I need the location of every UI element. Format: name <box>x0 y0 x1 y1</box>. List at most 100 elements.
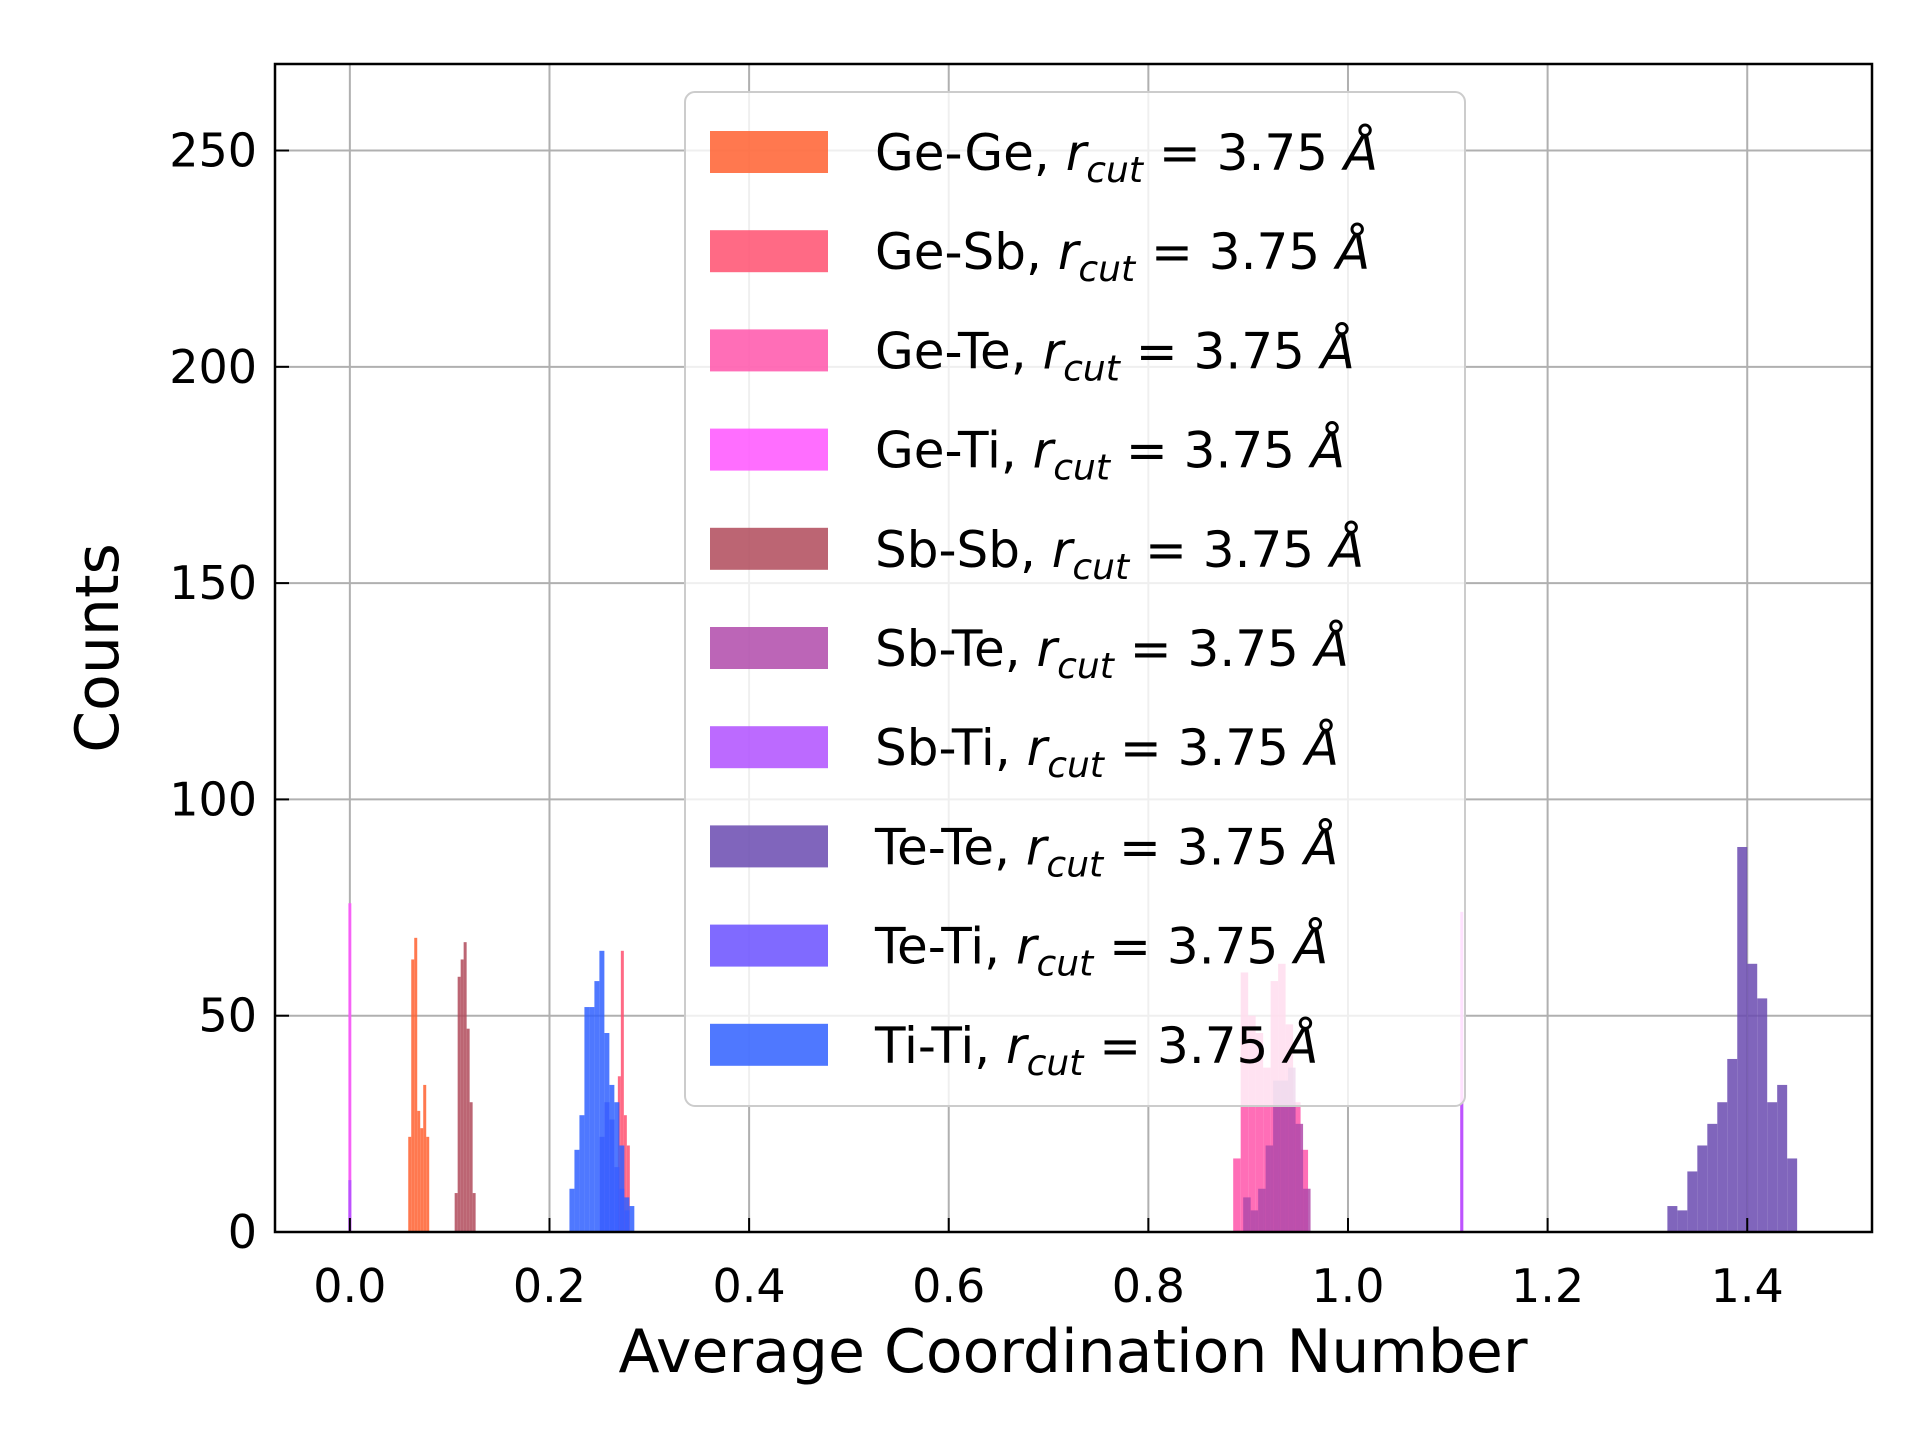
histogram-bar <box>408 1136 412 1232</box>
histogram-bar <box>569 1188 575 1232</box>
x-tick-label: 1.4 <box>1711 1259 1784 1313</box>
histogram-bar <box>1280 1080 1289 1232</box>
x-tick-label: 0.6 <box>912 1259 985 1313</box>
histogram-bar <box>623 1115 627 1232</box>
legend-entry: Ge-Te, rcut = 3.75 Å <box>710 322 1355 389</box>
y-tick-label: 0 <box>228 1205 257 1259</box>
histogram-bar <box>1248 1015 1256 1232</box>
legend-swatch <box>710 230 828 273</box>
legend-swatch <box>710 627 828 669</box>
series-sb-te <box>1243 1067 1311 1232</box>
histogram-bar <box>1460 1102 1464 1232</box>
legend-swatch <box>710 527 828 570</box>
legend-label: Te-Te, rcut = 3.75 Å <box>874 818 1338 885</box>
y-tick-label: 100 <box>169 772 257 826</box>
histogram-bar <box>1727 1058 1738 1232</box>
legend-label: Sb-Ti, rcut = 3.75 Å <box>875 719 1339 786</box>
histogram-bar <box>1777 1084 1788 1232</box>
histogram-bar <box>574 1149 580 1232</box>
histogram-bar <box>599 950 605 1232</box>
histogram-bar <box>411 959 415 1232</box>
histogram-bar <box>1295 1123 1304 1232</box>
legend-entry: Te-Ti, rcut = 3.75 Å <box>710 918 1328 985</box>
y-tick-label: 250 <box>169 124 257 178</box>
y-tick-label: 150 <box>169 556 257 610</box>
histogram-bar <box>348 1180 352 1232</box>
histogram-bar <box>1697 1145 1708 1232</box>
histogram-bar <box>1250 1210 1259 1232</box>
x-tick-label: 1.2 <box>1511 1259 1584 1313</box>
legend-entry: Sb-Te, rcut = 3.75 Å <box>710 620 1349 687</box>
histogram-bar <box>1288 1067 1296 1232</box>
histogram-bar <box>579 1115 585 1232</box>
x-tick-label: 0.0 <box>313 1259 386 1313</box>
histogram-bar <box>1265 1145 1274 1232</box>
histogram-bar <box>1767 1102 1778 1232</box>
histogram-bar <box>460 959 464 1232</box>
histogram-bar <box>466 1028 470 1232</box>
axis-ticks: 0.0 0.2 0.4 0.6 0.8 1.0 1.2 1.4 0 50 100 150 200 250 <box>169 124 1784 1313</box>
legend-entry: Sb-Ti, rcut = 3.75 Å <box>710 719 1339 786</box>
histogram-bar <box>1757 998 1768 1232</box>
series-sb-sb <box>454 942 476 1232</box>
series-te-te <box>1667 846 1798 1232</box>
histogram-bar <box>1717 1102 1728 1232</box>
series-sb-ti <box>348 1102 1464 1232</box>
legend-label: Ge-Sb, rcut = 3.75 Å <box>875 223 1370 290</box>
x-tick-label: 0.8 <box>1112 1259 1185 1313</box>
x-tick-label: 0.2 <box>513 1259 586 1313</box>
legend-label: Sb-Te, rcut = 3.75 Å <box>875 620 1349 687</box>
histogram-bar <box>423 1084 427 1232</box>
histogram-bar <box>414 937 418 1232</box>
histogram-bar <box>457 976 461 1232</box>
histogram-bar <box>594 981 600 1232</box>
histogram-bar <box>1687 1171 1698 1232</box>
legend-swatch <box>710 428 828 471</box>
legend-entry: Ge-Sb, rcut = 3.75 Å <box>710 223 1370 290</box>
plot-frame <box>273 62 1874 1234</box>
legend-label: Ge-Ti, rcut = 3.75 Å <box>875 422 1345 489</box>
histogram-bar <box>629 1206 635 1232</box>
histogram-bar <box>619 1145 625 1232</box>
histogram-bar <box>624 1197 630 1232</box>
y-tick-label: 50 <box>198 989 257 1043</box>
histogram-bar <box>1747 963 1758 1232</box>
legend-entry: Ti-Ti, rcut = 3.75 Å <box>710 1017 1318 1084</box>
series-ge-ge <box>408 937 430 1232</box>
histogram-bar <box>1667 1206 1678 1232</box>
histogram-bar <box>589 1007 595 1232</box>
histogram-bar <box>472 1193 476 1232</box>
histogram-bar <box>1273 1080 1281 1232</box>
legend-swatch <box>710 726 828 769</box>
histogram-bar <box>463 942 467 1232</box>
x-tick-label: 0.4 <box>713 1259 786 1313</box>
legend-label: Te-Ti, rcut = 3.75 Å <box>874 918 1328 985</box>
x-tick-label: 1.0 <box>1311 1259 1384 1313</box>
histogram-bar <box>584 1007 590 1232</box>
legend-label: Ti-Ti, rcut = 3.75 Å <box>874 1017 1318 1084</box>
histogram-bar <box>1707 1123 1718 1232</box>
histogram-bar <box>417 1110 421 1232</box>
histogram-bar <box>1258 1188 1266 1232</box>
histogram-bar <box>609 1084 615 1232</box>
legend-swatch <box>710 329 828 372</box>
histogram-bar <box>1233 1158 1241 1232</box>
histogram-bar <box>426 1136 430 1232</box>
histogram-bar <box>1737 846 1748 1232</box>
legend: Ge-Ge, rcut = 3.75 Å Ge-Sb, rcut = 3.75 Å… <box>684 91 1466 1107</box>
histogram-bar <box>1787 1158 1798 1232</box>
y-axis-title: Counts <box>63 543 133 752</box>
legend-entry: Sb-Sb, rcut = 3.75 Å <box>710 521 1364 588</box>
legend-swatch <box>710 825 828 868</box>
legend-swatch <box>710 131 828 173</box>
histogram-bar <box>614 1102 620 1232</box>
legend-entry: Ge-Ge, rcut = 3.75 Å <box>710 124 1378 191</box>
histogram-bar <box>348 903 352 1232</box>
legend-label: Ge-Ge, rcut = 3.75 Å <box>875 124 1378 191</box>
histogram-bar <box>1677 1210 1688 1232</box>
series-ti-ti <box>569 950 635 1232</box>
histogram-bar <box>1303 1188 1311 1232</box>
histogram-bar <box>1255 1033 1264 1232</box>
x-axis-title: Average Coordination Number <box>619 1317 1528 1387</box>
